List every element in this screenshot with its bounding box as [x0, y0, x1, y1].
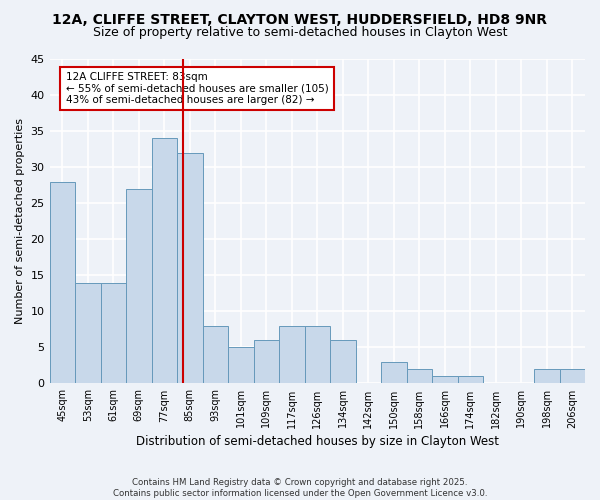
- Bar: [432, 376, 458, 384]
- Bar: [330, 340, 356, 384]
- Text: Contains HM Land Registry data © Crown copyright and database right 2025.
Contai: Contains HM Land Registry data © Crown c…: [113, 478, 487, 498]
- Bar: [203, 326, 228, 384]
- Bar: [560, 369, 585, 384]
- Bar: [254, 340, 279, 384]
- Bar: [75, 282, 101, 384]
- Bar: [152, 138, 177, 384]
- Bar: [381, 362, 407, 384]
- Bar: [407, 369, 432, 384]
- Bar: [279, 326, 305, 384]
- Bar: [228, 348, 254, 384]
- Y-axis label: Number of semi-detached properties: Number of semi-detached properties: [15, 118, 25, 324]
- Text: 12A, CLIFFE STREET, CLAYTON WEST, HUDDERSFIELD, HD8 9NR: 12A, CLIFFE STREET, CLAYTON WEST, HUDDER…: [53, 12, 548, 26]
- X-axis label: Distribution of semi-detached houses by size in Clayton West: Distribution of semi-detached houses by …: [136, 434, 499, 448]
- Text: Size of property relative to semi-detached houses in Clayton West: Size of property relative to semi-detach…: [93, 26, 507, 39]
- Bar: [126, 189, 152, 384]
- Text: 12A CLIFFE STREET: 83sqm
← 55% of semi-detached houses are smaller (105)
43% of : 12A CLIFFE STREET: 83sqm ← 55% of semi-d…: [65, 72, 328, 105]
- Bar: [305, 326, 330, 384]
- Bar: [177, 152, 203, 384]
- Bar: [101, 282, 126, 384]
- Bar: [534, 369, 560, 384]
- Bar: [50, 182, 75, 384]
- Bar: [458, 376, 483, 384]
